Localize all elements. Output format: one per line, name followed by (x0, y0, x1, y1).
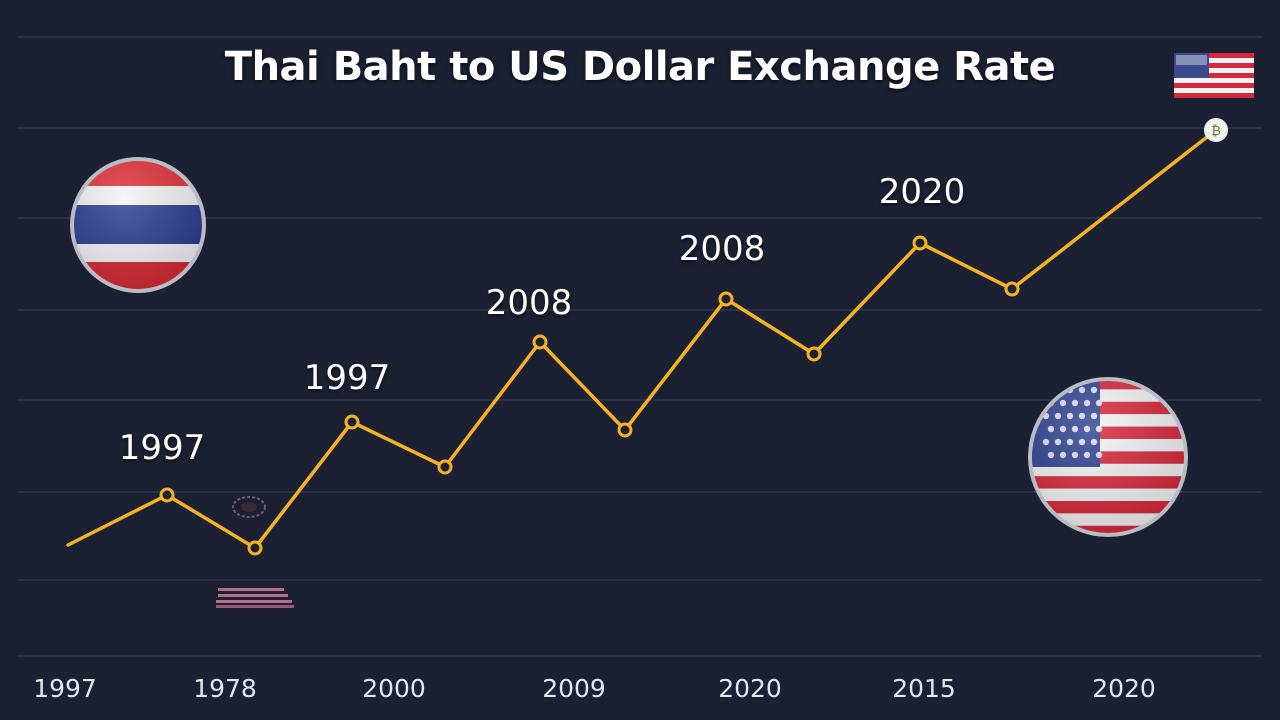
x-tick-label: 2000 (362, 674, 426, 703)
x-tick-label: 1997 (33, 674, 97, 703)
gridlines (18, 36, 1262, 657)
data-point-marker[interactable] (532, 334, 548, 350)
data-series (66, 128, 1218, 556)
point-annotation-label: 2008 (678, 229, 766, 269)
point-annotation-label: 1997 (303, 358, 391, 398)
x-tick-label: 2020 (718, 674, 782, 703)
thailand-flag-icon (70, 157, 206, 293)
point-annotation-label: 2008 (485, 283, 573, 323)
usa-flag-round-icon (1028, 377, 1188, 537)
data-point-marker[interactable] (1004, 281, 1020, 297)
decorative-globe-icon (232, 496, 266, 518)
decorative-stack-icon (216, 588, 294, 608)
data-point-marker[interactable] (806, 346, 822, 362)
data-point-marker[interactable] (247, 540, 263, 556)
x-tick-label: 2009 (542, 674, 606, 703)
point-annotation-label: 2020 (878, 172, 966, 212)
x-tick-label: 2015 (892, 674, 956, 703)
x-tick-label: 1978 (193, 674, 257, 703)
data-point-marker[interactable] (617, 422, 633, 438)
data-point-marker[interactable] (344, 414, 360, 430)
data-point-marker[interactable] (912, 235, 928, 251)
coin-marker-icon: ₿ (1204, 118, 1228, 142)
series-line (66, 128, 1218, 550)
data-point-marker[interactable] (718, 291, 734, 307)
point-annotation-label: 1997 (118, 428, 206, 468)
svg-text:₿: ₿ (1211, 124, 1221, 139)
usa-flag-small-icon (1174, 53, 1254, 98)
data-point-marker[interactable] (437, 459, 453, 475)
chart-title: Thai Baht to US Dollar Exchange Rate (224, 44, 1056, 90)
data-point-marker[interactable] (159, 487, 175, 503)
x-tick-label: 2020 (1092, 674, 1156, 703)
